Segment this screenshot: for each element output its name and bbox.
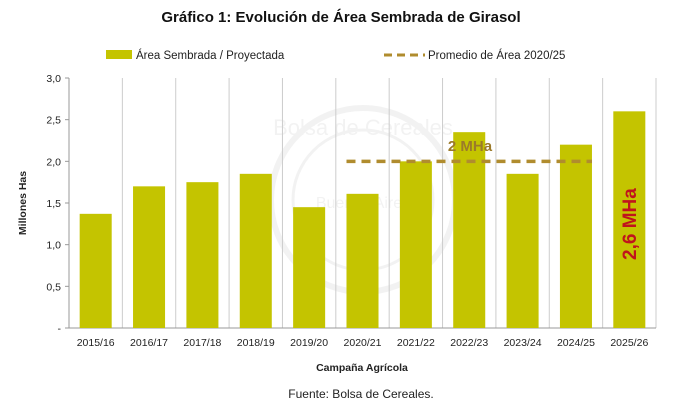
x-tick-label: 2019/20: [290, 337, 328, 349]
x-tick-label: 2021/22: [397, 337, 435, 349]
y-tick-label: 2,0: [46, 156, 61, 168]
projection-annotation: 2,6 MHa: [620, 188, 641, 260]
bar-2017-18: [186, 182, 219, 328]
x-tick-label: 2017/18: [183, 337, 221, 349]
source-note: Fuente: Bolsa de Cereales.: [288, 387, 433, 401]
x-tick-label: 2015/16: [77, 337, 115, 349]
y-tick-label: 2,5: [46, 115, 61, 127]
svg-text:Bolsa de Cereales: Bolsa de Cereales: [273, 115, 453, 140]
x-tick-label: 2020/21: [344, 337, 382, 349]
bar-2015-16: [79, 213, 112, 328]
y-tick-label: -: [58, 323, 62, 335]
legend-swatch-area: [106, 50, 132, 59]
x-tick-label: 2022/23: [450, 337, 488, 349]
bar-2024-25: [559, 144, 592, 328]
x-tick-label: 2016/17: [130, 337, 168, 349]
y-tick-label: 1,5: [46, 198, 61, 210]
x-axis-title: Campaña Agrícola: [316, 362, 408, 374]
gridlines: [68, 78, 657, 328]
bar-2025-26: [613, 111, 646, 328]
bars: [79, 111, 646, 328]
legend: Área Sembrada / Proyectada Promedio de Á…: [106, 49, 565, 62]
bar-2020-21: [346, 193, 379, 328]
chart-title: Gráfico 1: Evolución de Área Sembrada de…: [161, 9, 520, 26]
x-tick-label: 2018/19: [237, 337, 275, 349]
average-annotation: 2 MHa: [448, 138, 493, 155]
x-tick-label: 2024/25: [557, 337, 595, 349]
x-tick-labels: 2015/16 2016/17 2017/18 2018/19 2019/20 2020/…: [77, 337, 649, 349]
bar-2016-17: [133, 186, 166, 328]
y-tick-label: 1,0: [46, 240, 61, 252]
y-tick-label: 0,5: [46, 281, 61, 293]
bar-2019-20: [293, 207, 326, 328]
bar-2021-22: [399, 161, 432, 328]
bar-2023-24: [506, 173, 539, 328]
legend-label-average: Promedio de Área 2020/25: [428, 49, 565, 62]
y-tick-labels: - 0,5 1,0 1,5 2,0 2,5 3,0: [46, 73, 61, 335]
bar-2022-23: [453, 132, 486, 328]
bar-2018-19: [239, 173, 272, 328]
x-tick-label: 2023/24: [504, 337, 542, 349]
x-tick-label: 2025/26: [610, 337, 648, 349]
y-axis-title: Millones Has: [17, 171, 29, 235]
y-tick-label: 3,0: [46, 73, 61, 85]
legend-label-area: Área Sembrada / Proyectada: [136, 49, 285, 62]
